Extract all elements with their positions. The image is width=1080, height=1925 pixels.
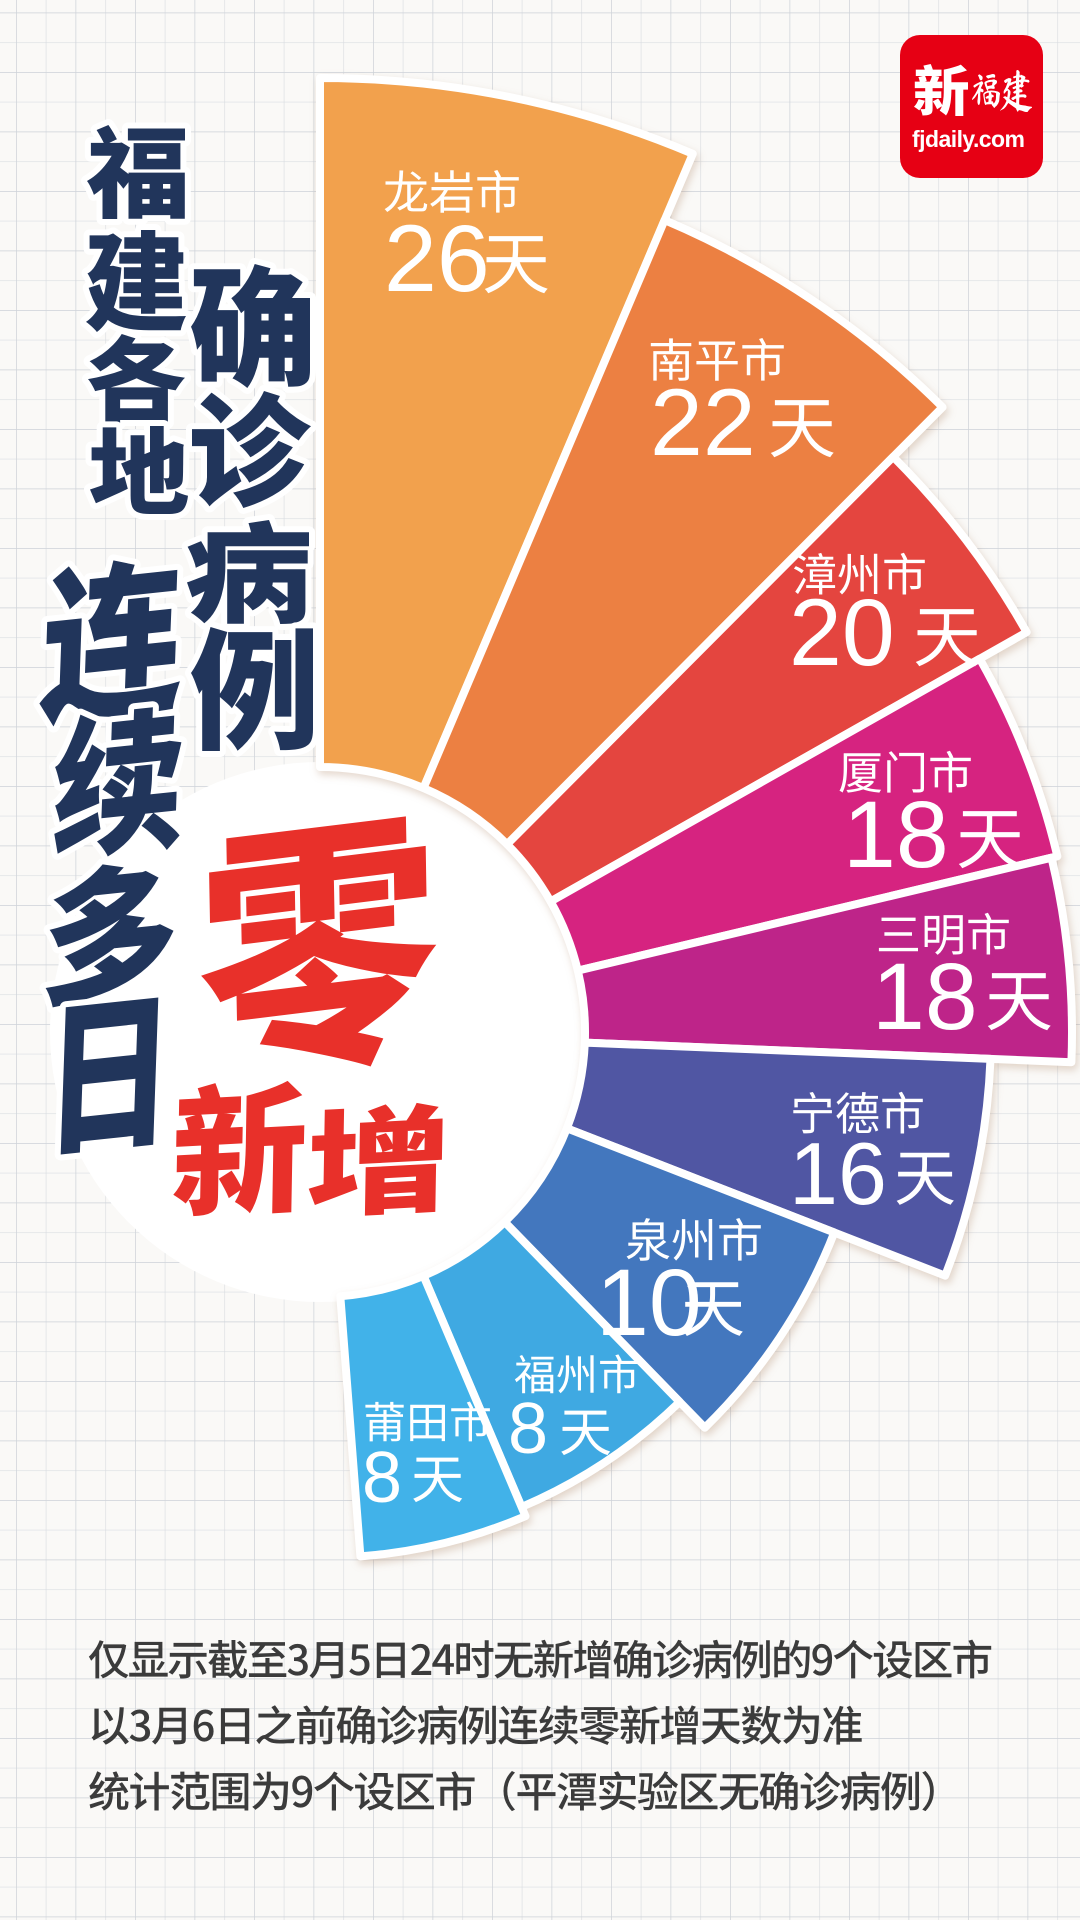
svg-text:8: 8	[508, 1389, 548, 1469]
svg-text:20: 20	[789, 580, 895, 686]
svg-text:22: 22	[650, 370, 756, 476]
svg-text:10: 10	[596, 1250, 702, 1356]
svg-text:18: 18	[843, 782, 949, 888]
svg-text:18: 18	[872, 944, 978, 1050]
svg-text:fjdaily.com: fjdaily.com	[912, 126, 1025, 152]
svg-text:16: 16	[789, 1124, 887, 1223]
svg-text:8: 8	[362, 1438, 402, 1518]
svg-text:26: 26	[384, 206, 490, 312]
